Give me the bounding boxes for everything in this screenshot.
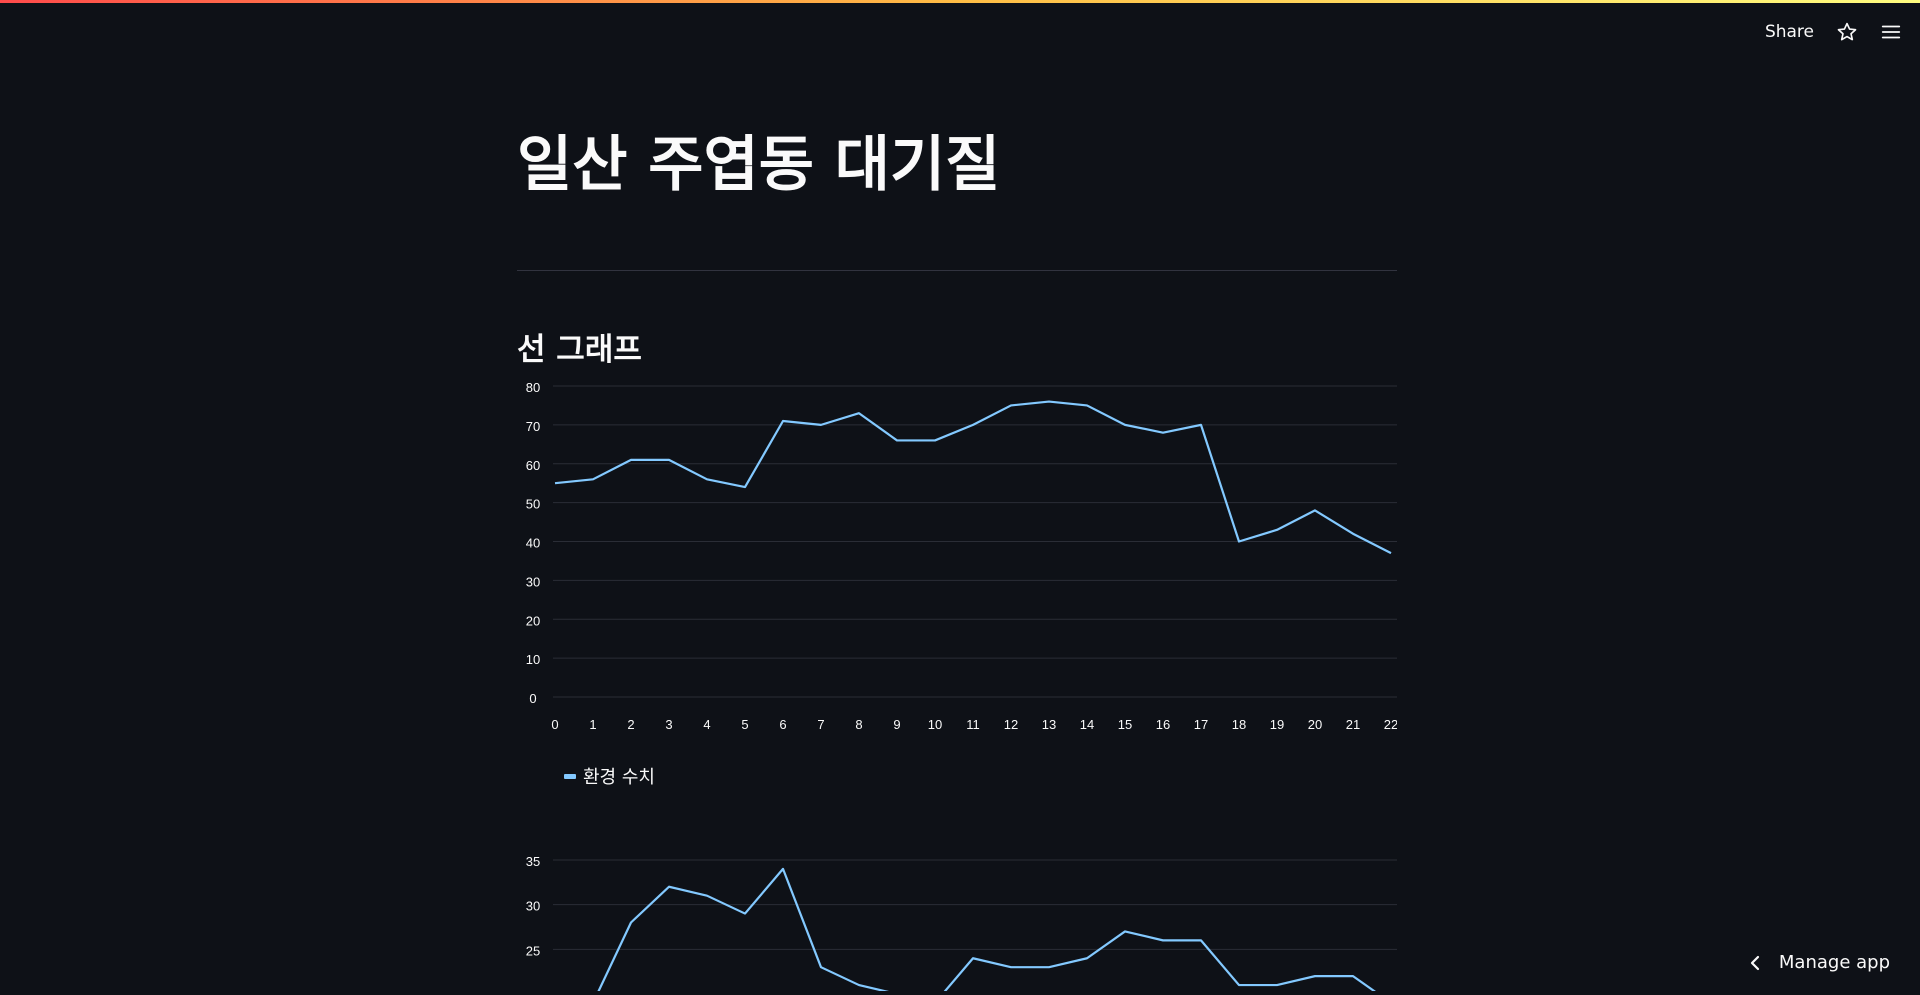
x-tick-label: 9 [893, 717, 900, 732]
header-actions: Share [1765, 18, 1920, 46]
x-tick-label: 2 [627, 717, 634, 732]
data-point [857, 411, 861, 415]
x-tick-label: 12 [1004, 717, 1018, 732]
chevron-left-icon [1749, 955, 1761, 971]
y-tick-label: 70 [526, 419, 540, 434]
data-point [1275, 983, 1279, 987]
legend-label: 환경 수치 [583, 767, 655, 788]
data-point [1009, 403, 1013, 407]
y-tick-label: 30 [526, 574, 540, 589]
data-point [1351, 974, 1355, 978]
series-line [554, 400, 1392, 555]
data-point [1313, 974, 1317, 978]
data-point [1237, 983, 1241, 987]
chart-gridlines [553, 385, 1397, 698]
x-tick-label: 3 [665, 717, 672, 732]
y-tick-label: 10 [526, 652, 540, 667]
page-title: 일산 주엽동 대기질 [517, 130, 1001, 200]
data-point [1047, 400, 1051, 404]
manage-app-label: Manage app [1778, 952, 1890, 973]
x-tick-label: 16 [1156, 717, 1170, 732]
x-tick-label: 19 [1270, 717, 1284, 732]
data-point [933, 438, 937, 442]
chart-gridlines [553, 859, 1397, 995]
x-tick-label: 10 [928, 717, 942, 732]
data-point [1275, 528, 1279, 532]
x-tick-label: 21 [1346, 717, 1360, 732]
data-point [1123, 423, 1127, 427]
x-tick-label: 0 [551, 717, 558, 732]
data-point [971, 423, 975, 427]
data-point [1199, 423, 1203, 427]
x-tick-label: 5 [741, 717, 748, 732]
data-point [553, 481, 557, 485]
y-tick-label: 30 [526, 899, 540, 914]
data-point [857, 983, 861, 987]
data-point [591, 477, 595, 481]
data-point [1313, 508, 1317, 512]
y-tick-label: 20 [526, 613, 540, 628]
y-tick-label: 80 [526, 380, 540, 395]
x-tick-label: 15 [1118, 717, 1132, 732]
data-point [629, 921, 633, 925]
chart-legend[interactable]: 환경 수치 [564, 763, 655, 789]
x-tick-label: 13 [1042, 717, 1056, 732]
manage-app-button[interactable]: Manage app [1749, 952, 1890, 973]
data-point [1351, 532, 1355, 536]
top-decoration-bar [0, 0, 1920, 3]
series-line [595, 867, 1382, 995]
line-chart-1[interactable]: 0 10 20 30 40 50 60 70 80 0 1 2 3 4 5 6 7 8 9 10 11 12 13 14 15 1… [517, 376, 1398, 740]
data-point [895, 438, 899, 442]
legend-swatch [564, 773, 576, 779]
data-point [1047, 965, 1051, 969]
data-point [1085, 403, 1089, 407]
data-point [819, 423, 823, 427]
x-tick-label: 17 [1194, 717, 1208, 732]
data-point [781, 867, 785, 871]
y-tick-label: 50 [526, 497, 540, 512]
share-button[interactable]: Share [1764, 22, 1814, 42]
menu-icon[interactable] [1880, 21, 1902, 43]
x-tick-label: 1 [589, 717, 596, 732]
y-tick-label: 25 [526, 943, 540, 958]
data-point [667, 885, 671, 889]
data-point [705, 477, 709, 481]
data-point [1123, 929, 1127, 933]
data-point [781, 419, 785, 423]
data-point [667, 458, 671, 462]
divider [517, 270, 1397, 271]
data-point [705, 894, 709, 898]
data-point [1389, 551, 1393, 555]
line-chart-2-svg: 20253035 [526, 854, 1397, 995]
data-point [1161, 431, 1165, 435]
x-tick-label: 18 [1232, 717, 1246, 732]
x-tick-label: 7 [817, 717, 824, 732]
x-tick-label: 11 [966, 717, 980, 732]
data-point [1009, 965, 1013, 969]
x-tick-label: 22 [1384, 717, 1397, 732]
x-tick-label: 14 [1080, 717, 1094, 732]
line-chart-2[interactable]: 20253035 [517, 840, 1397, 995]
data-point [819, 965, 823, 969]
star-icon[interactable] [1836, 21, 1858, 43]
x-tick-label: 6 [779, 717, 786, 732]
data-point [1085, 956, 1089, 960]
data-point [971, 956, 975, 960]
data-point [629, 458, 633, 462]
y-tick-label: 0 [529, 691, 536, 706]
x-tick-label: 8 [855, 717, 862, 732]
data-point [1199, 938, 1203, 942]
data-point [743, 485, 747, 489]
y-tick-label: 40 [526, 536, 540, 551]
x-tick-label: 20 [1308, 717, 1322, 732]
data-point [743, 912, 747, 916]
y-tick-label: 60 [526, 458, 540, 473]
x-tick-label: 4 [703, 717, 710, 732]
data-point [1161, 938, 1165, 942]
y-tick-label: 35 [526, 854, 540, 869]
data-point [1237, 540, 1241, 544]
section-title: 선 그래프 [517, 332, 642, 368]
